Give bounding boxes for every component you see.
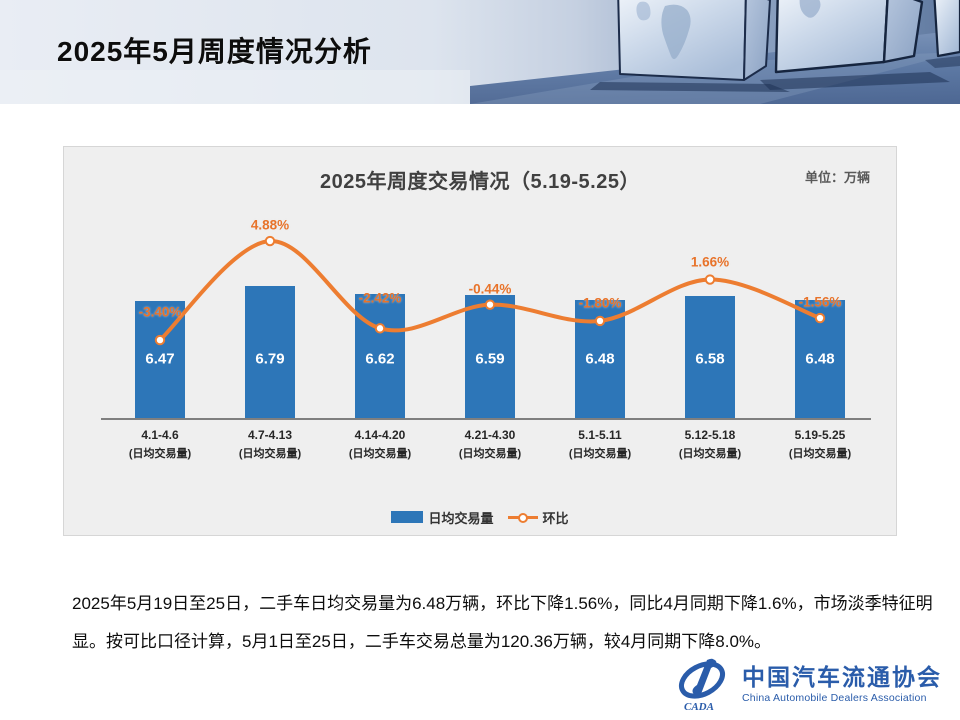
x-axis-label: 4.21-4.30 (日均交易量)	[459, 428, 521, 461]
chart-unit-label: 单位：万辆	[804, 170, 870, 185]
chart-plot-area: 6.47 4.1-4.6 (日均交易量) 6.79 4.7-4.13 (日均交易量) 6.6…	[64, 147, 896, 535]
pct-data-label: -1.56%	[798, 294, 842, 310]
bar-value-label: 6.58	[695, 350, 725, 368]
bar-value-label: 6.48	[805, 350, 835, 368]
legend-label-line: 环比	[542, 510, 569, 526]
cada-acronym: CADA	[684, 701, 714, 713]
logo-name-en: China Automobile Dealers Association	[742, 692, 927, 705]
analysis-text: 2025年5月19日至25日，二手车日均交易量为6.48万辆，环比下降1.56%…	[72, 585, 933, 661]
x-axis-label-range: 4.21-4.30	[464, 428, 516, 442]
x-axis-label: 5.12-5.18 (日均交易量)	[679, 428, 741, 461]
analysis-text-line1: 2025年5月19日至25日，二手车日均交易量为6.48万辆，环比下降1.56%…	[72, 594, 933, 613]
bar-series-swatch	[391, 511, 424, 523]
legend-item-bar: 日均交易量	[391, 508, 494, 527]
pct-data-label: -1.80%	[578, 295, 622, 311]
line-marker	[704, 274, 716, 285]
chart-title: 2025年周度交易情况（5.19-5.25）	[319, 171, 640, 193]
bar-value-label: 6.47	[145, 350, 175, 368]
bar-value-label: 6.62	[365, 350, 395, 368]
page-title: 2025年5月周度情况分析	[57, 36, 372, 67]
pct-data-label: -2.42%	[358, 290, 402, 306]
cada-emblem-icon: CADA	[678, 658, 726, 713]
x-axis-label-range: 4.14-4.20	[354, 428, 406, 442]
legend-item-line: 环比	[507, 508, 569, 527]
x-axis-label: 4.7-4.13 (日均交易量)	[239, 428, 301, 461]
x-axis-label: 4.1-4.6 (日均交易量)	[129, 428, 191, 461]
analysis-text-line2: 显。按可比口径计算，5月1日至25日，二手车交易总量为120.36万辆，较4月同…	[72, 632, 772, 651]
chart-legend: 日均交易量 环比	[64, 507, 896, 527]
line-series-swatch	[507, 511, 538, 523]
x-axis-label-sub: (日均交易量)	[128, 448, 192, 460]
chart-panel: 2025年周度交易情况（5.19-5.25） 单位：万辆 6.47 4.1-4.6…	[63, 146, 897, 536]
line-marker	[264, 235, 276, 247]
pct-data-label: -0.44%	[468, 281, 512, 297]
pct-data-label: 4.88%	[250, 217, 290, 233]
x-axis-label-range: 5.12-5.18	[684, 428, 736, 442]
x-axis-label-range: 4.1-4.6	[141, 428, 179, 442]
x-axis-label-sub: (日均交易量)	[678, 448, 742, 460]
x-axis-label: 5.1-5.11 (日均交易量)	[569, 428, 631, 461]
x-axis-label-sub: (日均交易量)	[238, 448, 302, 460]
pct-data-label: 1.66%	[690, 254, 730, 270]
decorative-cubes-graphic	[0, 0, 960, 104]
logo-name-cn: 中国汽车流通协会	[742, 665, 942, 691]
x-axis-label: 4.14-4.20 (日均交易量)	[349, 428, 411, 461]
x-axis-label-sub: (日均交易量)	[568, 448, 632, 460]
x-axis-label-range: 5.19-5.25	[794, 428, 846, 442]
x-axis-label-sub: (日均交易量)	[348, 448, 412, 460]
x-axis-label-sub: (日均交易量)	[788, 448, 852, 460]
bar-value-label: 6.59	[475, 350, 505, 368]
bar-value-label: 6.79	[255, 350, 285, 368]
pct-data-label: -3.40%	[138, 304, 182, 320]
x-axis-label-range: 5.1-5.11	[578, 428, 622, 442]
x-axis-line	[101, 418, 871, 420]
header-banner-image: 2025年5月周度情况分析	[0, 0, 960, 104]
cada-logo: CADA 中国汽车流通协会 China Automobile Dealers A…	[672, 656, 942, 714]
x-axis-label-sub: (日均交易量)	[458, 448, 522, 460]
x-axis-label: 5.19-5.25 (日均交易量)	[789, 428, 851, 461]
legend-label-bar: 日均交易量	[428, 510, 494, 526]
bar-value-label: 6.48	[585, 350, 615, 368]
x-axis-label-range: 4.7-4.13	[247, 428, 293, 442]
